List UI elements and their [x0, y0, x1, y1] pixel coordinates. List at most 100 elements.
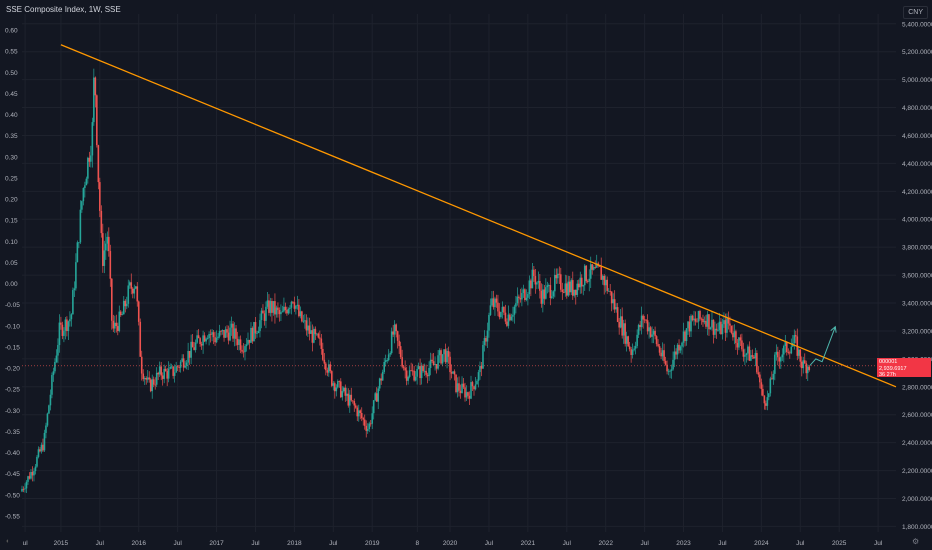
- candle-body: [76, 242, 79, 263]
- candle-body: [585, 265, 588, 282]
- candle-body: [711, 319, 713, 328]
- candle-body: [58, 322, 61, 346]
- candle-body: [570, 280, 573, 293]
- gear-icon[interactable]: ⚙: [912, 537, 920, 546]
- candle-body: [236, 338, 239, 345]
- x-tick-label: 2024: [754, 540, 769, 547]
- candle-body: [112, 320, 115, 329]
- candle-body: [467, 392, 469, 396]
- candle-body: [271, 301, 273, 313]
- candle-body: [149, 379, 152, 392]
- candle-body: [136, 286, 139, 302]
- candle-body: [416, 369, 418, 377]
- candle-body: [419, 366, 421, 379]
- candle-body: [392, 331, 394, 335]
- candle-body: [574, 289, 577, 295]
- candle-body: [181, 358, 183, 362]
- candle-body: [721, 324, 724, 335]
- candle-body: [730, 325, 733, 333]
- candle-body: [754, 353, 757, 359]
- candle-body: [673, 351, 676, 360]
- candle-body: [214, 337, 216, 343]
- candle-body: [193, 347, 195, 350]
- candle-body: [663, 350, 665, 361]
- x-tick-label: 2016: [132, 540, 147, 547]
- candle-body: [751, 355, 754, 357]
- candle-body: [729, 323, 731, 326]
- candle-body: [133, 288, 136, 294]
- candle-body: [461, 383, 463, 394]
- candle-body: [748, 346, 751, 361]
- candle-body: [220, 330, 222, 332]
- candle-body: [60, 322, 62, 325]
- left-tick-label: 0.20: [5, 197, 18, 204]
- candle-body: [676, 344, 679, 355]
- left-tick-label: 0.60: [5, 28, 18, 35]
- candle-body: [558, 273, 561, 275]
- candle-body: [741, 340, 743, 350]
- candle-body: [616, 307, 619, 322]
- candle-body: [265, 306, 267, 321]
- candle-body: [456, 383, 459, 393]
- candle-body: [208, 334, 210, 339]
- left-tick-label: -0.45: [5, 471, 20, 478]
- x-tick-label: Jul: [563, 540, 572, 547]
- candle-body: [554, 274, 556, 292]
- candle-body: [287, 308, 290, 314]
- candle-body: [790, 346, 793, 354]
- left-tick-label: 0.40: [5, 112, 18, 119]
- candle-body: [762, 388, 764, 396]
- candle-body: [146, 377, 149, 380]
- candle-body: [357, 410, 360, 417]
- candle-body: [601, 275, 604, 280]
- arrow-head: [830, 325, 837, 333]
- candle-body: [139, 321, 142, 357]
- x-tick-label: 2023: [676, 540, 691, 547]
- candle-body: [580, 277, 583, 287]
- candle-body: [491, 298, 493, 306]
- candle-body: [771, 378, 773, 380]
- candle-body: [621, 316, 623, 336]
- candle-body: [360, 413, 363, 419]
- candle-body: [582, 285, 585, 287]
- candle-body: [266, 300, 269, 307]
- candle-body: [540, 290, 543, 304]
- candle-body: [458, 383, 460, 391]
- candle-body: [253, 322, 255, 342]
- candle-body: [518, 296, 520, 299]
- candle-body: [269, 301, 272, 313]
- candle-body: [486, 330, 489, 342]
- candle-body: [700, 318, 703, 320]
- candle-body: [109, 251, 112, 279]
- candle-body: [670, 369, 673, 371]
- candle-body: [108, 236, 110, 252]
- candle-body: [528, 280, 531, 295]
- candle-body: [551, 296, 553, 298]
- candle-body: [768, 393, 770, 398]
- candle-body: [648, 327, 650, 332]
- candle-body: [390, 331, 393, 354]
- candle-body: [482, 344, 484, 369]
- candle-body: [31, 471, 34, 476]
- candle-body: [194, 342, 197, 350]
- candle-body: [772, 373, 775, 380]
- candle-body: [447, 351, 450, 357]
- candle-body: [546, 285, 549, 288]
- candle-body: [435, 364, 438, 369]
- candle-body: [471, 382, 474, 387]
- candle-body: [549, 285, 552, 298]
- candle-body: [57, 345, 59, 356]
- candle-body: [97, 145, 100, 183]
- candle-body: [263, 313, 266, 321]
- right-tick-label: 5,200.0000: [902, 49, 932, 56]
- candle-body: [353, 401, 356, 406]
- candle-body: [215, 337, 218, 343]
- currency-label[interactable]: CNY: [903, 6, 928, 19]
- x-tick-label: Jul: [796, 540, 805, 547]
- candle-body: [808, 366, 811, 371]
- candle-body: [64, 319, 67, 331]
- candle-body: [173, 372, 176, 376]
- candle-body: [218, 330, 221, 337]
- candle-body: [666, 364, 668, 372]
